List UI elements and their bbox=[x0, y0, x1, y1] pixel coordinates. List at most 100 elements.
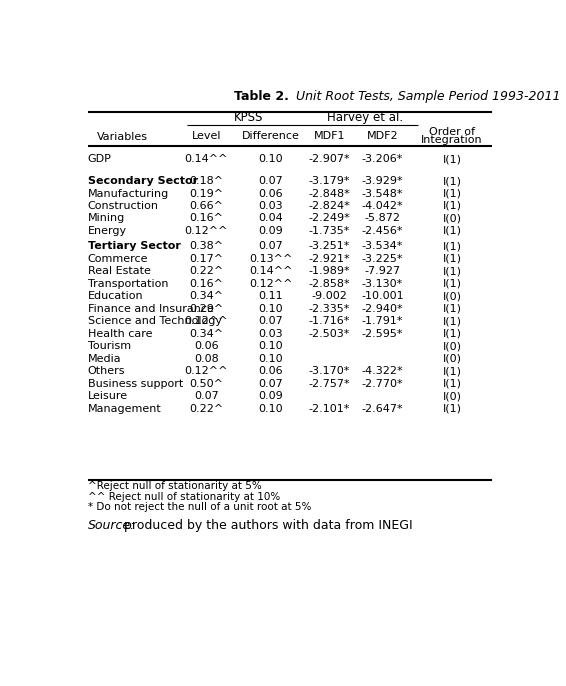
Text: 0.13^^: 0.13^^ bbox=[249, 254, 293, 264]
Text: Energy: Energy bbox=[88, 226, 127, 236]
Text: Level: Level bbox=[192, 131, 221, 141]
Text: Table 2.: Table 2. bbox=[234, 90, 289, 103]
Text: Others: Others bbox=[88, 366, 125, 376]
Text: I(1): I(1) bbox=[443, 226, 461, 236]
Text: 0.12^^: 0.12^^ bbox=[249, 279, 293, 289]
Text: Education: Education bbox=[88, 292, 143, 301]
Text: I(0): I(0) bbox=[443, 341, 461, 351]
Text: -3.170*: -3.170* bbox=[309, 366, 350, 376]
Text: 0.06: 0.06 bbox=[259, 366, 283, 376]
Text: 0.07: 0.07 bbox=[258, 241, 283, 252]
Text: -2.647*: -2.647* bbox=[362, 403, 403, 414]
Text: 0.19^: 0.19^ bbox=[189, 189, 224, 198]
Text: 0.09: 0.09 bbox=[258, 226, 283, 236]
Text: 0.22^: 0.22^ bbox=[189, 403, 224, 414]
Text: Mining: Mining bbox=[88, 213, 125, 224]
Text: I(1): I(1) bbox=[443, 154, 461, 165]
Text: I(1): I(1) bbox=[443, 403, 461, 414]
Text: GDP: GDP bbox=[88, 154, 112, 165]
Text: 0.17^: 0.17^ bbox=[189, 254, 224, 264]
Text: Construction: Construction bbox=[88, 201, 159, 211]
Text: -3.929*: -3.929* bbox=[362, 176, 403, 186]
Text: Order of: Order of bbox=[429, 127, 475, 137]
Text: I(1): I(1) bbox=[443, 201, 461, 211]
Text: -3.225*: -3.225* bbox=[362, 254, 403, 264]
Text: -1.791*: -1.791* bbox=[362, 316, 403, 327]
Text: I(1): I(1) bbox=[443, 254, 461, 264]
Text: -2.757*: -2.757* bbox=[309, 379, 350, 389]
Text: 0.10: 0.10 bbox=[259, 341, 283, 351]
Text: I(0): I(0) bbox=[443, 391, 461, 401]
Text: -2.456*: -2.456* bbox=[362, 226, 403, 236]
Text: 0.12^^: 0.12^^ bbox=[185, 226, 228, 236]
Text: I(1): I(1) bbox=[443, 176, 461, 186]
Text: -2.101*: -2.101* bbox=[309, 403, 350, 414]
Text: -2.249*: -2.249* bbox=[308, 213, 350, 224]
Text: produced by the authors with data from INEGI: produced by the authors with data from I… bbox=[121, 519, 413, 532]
Text: 0.10: 0.10 bbox=[259, 354, 283, 364]
Text: 0.16^: 0.16^ bbox=[190, 213, 224, 224]
Text: -2.503*: -2.503* bbox=[309, 329, 350, 339]
Text: -1.716*: -1.716* bbox=[309, 316, 350, 327]
Text: Difference: Difference bbox=[242, 131, 299, 141]
Text: Harvey et al.: Harvey et al. bbox=[327, 111, 404, 124]
Text: -3.251*: -3.251* bbox=[309, 241, 350, 252]
Text: I(0): I(0) bbox=[443, 213, 461, 224]
Text: -10.001: -10.001 bbox=[361, 292, 404, 301]
Text: I(1): I(1) bbox=[443, 279, 461, 289]
Text: -2.921*: -2.921* bbox=[309, 254, 350, 264]
Text: 0.07: 0.07 bbox=[258, 176, 283, 186]
Text: I(1): I(1) bbox=[443, 316, 461, 327]
Text: 0.06: 0.06 bbox=[194, 341, 218, 351]
Text: I(1): I(1) bbox=[443, 329, 461, 339]
Text: I(0): I(0) bbox=[443, 292, 461, 301]
Text: Integration: Integration bbox=[421, 134, 483, 145]
Text: Transportation: Transportation bbox=[88, 279, 168, 289]
Text: 0.08: 0.08 bbox=[194, 354, 218, 364]
Text: 0.34^: 0.34^ bbox=[189, 292, 224, 301]
Text: -3.130*: -3.130* bbox=[362, 279, 403, 289]
Text: 0.10: 0.10 bbox=[259, 403, 283, 414]
Text: -4.042*: -4.042* bbox=[362, 201, 403, 211]
Text: 0.66^: 0.66^ bbox=[190, 201, 224, 211]
Text: I(1): I(1) bbox=[443, 304, 461, 314]
Text: -3.179*: -3.179* bbox=[309, 176, 350, 186]
Text: Science and Technology: Science and Technology bbox=[88, 316, 222, 327]
Text: I(1): I(1) bbox=[443, 379, 461, 389]
Text: * Do not reject the null of a unit root at 5%: * Do not reject the null of a unit root … bbox=[88, 502, 311, 512]
Text: 0.09: 0.09 bbox=[258, 391, 283, 401]
Text: 0.07: 0.07 bbox=[194, 391, 218, 401]
Text: -2.335*: -2.335* bbox=[309, 304, 350, 314]
Text: MDF2: MDF2 bbox=[367, 131, 398, 141]
Text: Manufacturing: Manufacturing bbox=[88, 189, 169, 198]
Text: -1.735*: -1.735* bbox=[309, 226, 350, 236]
Text: 0.11: 0.11 bbox=[259, 292, 283, 301]
Text: -2.907*: -2.907* bbox=[309, 154, 350, 165]
Text: Health care: Health care bbox=[88, 329, 152, 339]
Text: KPSS: KPSS bbox=[234, 111, 263, 124]
Text: 0.34^: 0.34^ bbox=[189, 329, 224, 339]
Text: I(0): I(0) bbox=[443, 354, 461, 364]
Text: MDF1: MDF1 bbox=[314, 131, 345, 141]
Text: Tertiary Sector: Tertiary Sector bbox=[88, 241, 181, 252]
Text: 0.38^: 0.38^ bbox=[189, 241, 224, 252]
Text: -5.872: -5.872 bbox=[365, 213, 400, 224]
Text: Source:: Source: bbox=[88, 519, 135, 532]
Text: I(1): I(1) bbox=[443, 366, 461, 376]
Text: 0.07: 0.07 bbox=[258, 316, 283, 327]
Text: Management: Management bbox=[88, 403, 161, 414]
Text: 0.06: 0.06 bbox=[259, 189, 283, 198]
Text: 0.12^^: 0.12^^ bbox=[185, 316, 228, 327]
Text: -2.848*: -2.848* bbox=[308, 189, 350, 198]
Text: 0.14^^: 0.14^^ bbox=[249, 266, 293, 276]
Text: 0.50^: 0.50^ bbox=[190, 379, 224, 389]
Text: 0.07: 0.07 bbox=[258, 379, 283, 389]
Text: 0.29^: 0.29^ bbox=[189, 304, 224, 314]
Text: -9.002: -9.002 bbox=[312, 292, 348, 301]
Text: -4.322*: -4.322* bbox=[362, 366, 403, 376]
Text: Leisure: Leisure bbox=[88, 391, 128, 401]
Text: -2.595*: -2.595* bbox=[362, 329, 403, 339]
Text: -7.927: -7.927 bbox=[365, 266, 400, 276]
Text: 0.10: 0.10 bbox=[259, 154, 283, 165]
Text: 0.10: 0.10 bbox=[259, 304, 283, 314]
